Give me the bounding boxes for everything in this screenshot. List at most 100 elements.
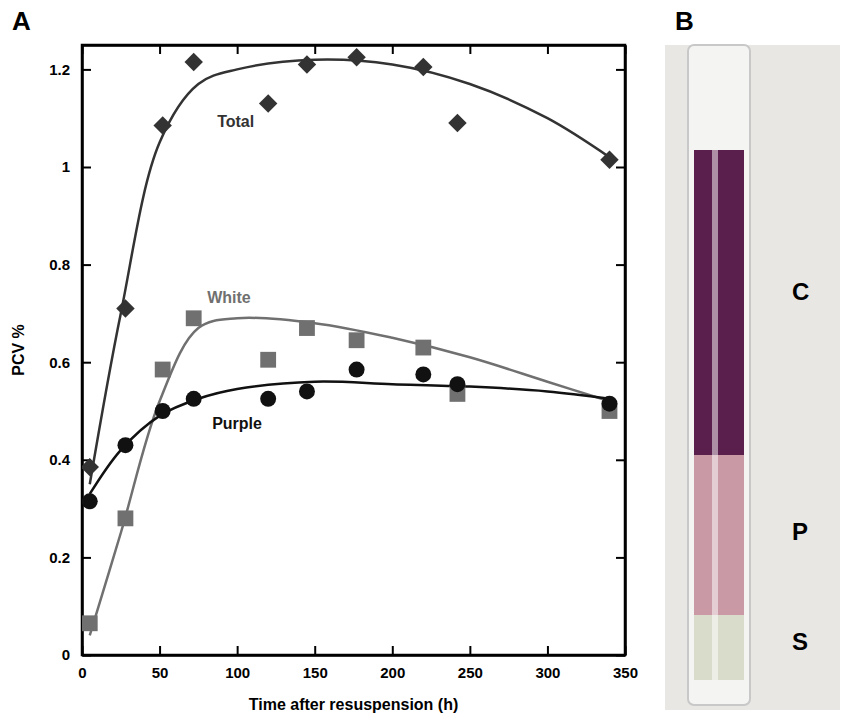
point xyxy=(602,396,618,412)
panel-letter: B xyxy=(675,6,694,36)
point xyxy=(118,510,134,526)
y-tick: 1 xyxy=(62,158,91,175)
point xyxy=(449,376,465,392)
y-tick-right xyxy=(616,362,625,363)
point xyxy=(260,352,276,368)
x-tick: 150 xyxy=(303,646,328,681)
x-tick-mark xyxy=(314,646,316,655)
fit-line xyxy=(90,382,610,494)
point xyxy=(82,458,99,476)
photo-background xyxy=(665,45,840,710)
x-tick-top xyxy=(237,45,238,54)
fit-line xyxy=(90,59,610,484)
y-tick-mark xyxy=(82,264,91,266)
x-tick: 300 xyxy=(535,646,560,681)
point xyxy=(82,493,98,509)
x-tick-mark xyxy=(159,646,161,655)
point xyxy=(184,53,202,71)
tube-layer xyxy=(694,150,744,455)
x-tick-label: 350 xyxy=(613,664,638,681)
y-tick-mark xyxy=(616,167,625,169)
y-tick-mark xyxy=(82,167,91,169)
x-tick-label: 300 xyxy=(535,664,560,681)
y-tick-label: 1 xyxy=(62,158,70,175)
point xyxy=(299,320,315,336)
y-tick-label: 0.4 xyxy=(49,451,71,468)
x-tick-label: 150 xyxy=(303,664,328,681)
series-label: Total xyxy=(217,113,254,130)
layer-label: P xyxy=(792,518,808,545)
point xyxy=(415,340,431,356)
y-tick: 0.2 xyxy=(49,549,91,566)
x-axis: 0 50 100 150 200 250 300 350 xyxy=(78,646,638,681)
point xyxy=(298,55,316,73)
y-tick-mark xyxy=(616,557,625,559)
x-tick-label: 0 xyxy=(78,664,86,681)
x-tick-top xyxy=(392,45,393,54)
x-tick-top xyxy=(315,45,316,54)
y-tick-right xyxy=(616,460,625,461)
x-tick-label: 100 xyxy=(225,664,250,681)
point xyxy=(260,391,276,407)
y-tick-right xyxy=(616,69,625,70)
y-tick-label: 0 xyxy=(62,646,70,663)
layer-label: C xyxy=(792,278,809,305)
point xyxy=(186,310,202,326)
x-tick-mark xyxy=(469,45,471,54)
y-tick-label: 0.8 xyxy=(49,256,70,273)
tube-highlight xyxy=(712,150,718,680)
y-tick-mark xyxy=(616,362,625,364)
x-tick-mark xyxy=(237,646,239,655)
point xyxy=(82,615,98,631)
point xyxy=(347,48,365,66)
point xyxy=(600,150,618,168)
y-tick-label: 0.2 xyxy=(49,549,70,566)
x-tick-top xyxy=(547,45,548,54)
x-tick: 50 xyxy=(152,646,169,681)
point xyxy=(155,362,171,378)
x-tick: 200 xyxy=(380,646,405,681)
y-tick-mark xyxy=(82,362,91,364)
x-tick: 100 xyxy=(225,646,250,681)
point xyxy=(349,362,365,378)
x-tick-mark xyxy=(237,45,239,54)
y-tick-label: 0.6 xyxy=(49,354,70,371)
tube-layer xyxy=(694,455,744,615)
y-tick: 1.2 xyxy=(49,61,91,78)
y-tick-right xyxy=(616,557,625,558)
y-tick-mark xyxy=(616,264,625,266)
photo-panel: BCPS xyxy=(665,6,840,710)
x-axis-title: Time after resuspension (h) xyxy=(249,696,459,713)
x-tick-mark xyxy=(547,646,549,655)
tube-glass xyxy=(688,45,750,705)
x-tick-top xyxy=(160,45,161,54)
y-tick-mark xyxy=(82,69,91,71)
series-label: White xyxy=(207,289,251,306)
x-tick-mark xyxy=(469,646,471,655)
y-tick-mark xyxy=(616,459,625,461)
fit-line xyxy=(90,318,610,636)
y-axis-title: PCV % xyxy=(10,324,27,376)
x-tick-mark xyxy=(314,45,316,54)
y-tick-label: 1.2 xyxy=(49,61,70,78)
panel-letter: A xyxy=(12,6,31,36)
point xyxy=(155,403,171,419)
x-tick-mark xyxy=(392,646,394,655)
tube-layer xyxy=(694,615,744,680)
y-tick-mark xyxy=(82,557,91,559)
point xyxy=(299,384,315,400)
x-tick: 250 xyxy=(458,646,483,681)
point xyxy=(186,391,202,407)
y-tick-mark xyxy=(616,69,625,71)
plot-area xyxy=(82,48,619,635)
y-tick-right xyxy=(616,265,625,266)
x-tick-label: 50 xyxy=(152,664,169,681)
x-tick-label: 200 xyxy=(380,664,405,681)
y-axis: 0 0.2 0.4 0.6 0.8 1 1.2 xyxy=(49,46,91,664)
point xyxy=(116,299,134,317)
point xyxy=(414,58,432,76)
y-tick-right xyxy=(616,167,625,168)
point xyxy=(448,114,466,132)
x-tick-label: 250 xyxy=(458,664,483,681)
point xyxy=(259,94,277,112)
